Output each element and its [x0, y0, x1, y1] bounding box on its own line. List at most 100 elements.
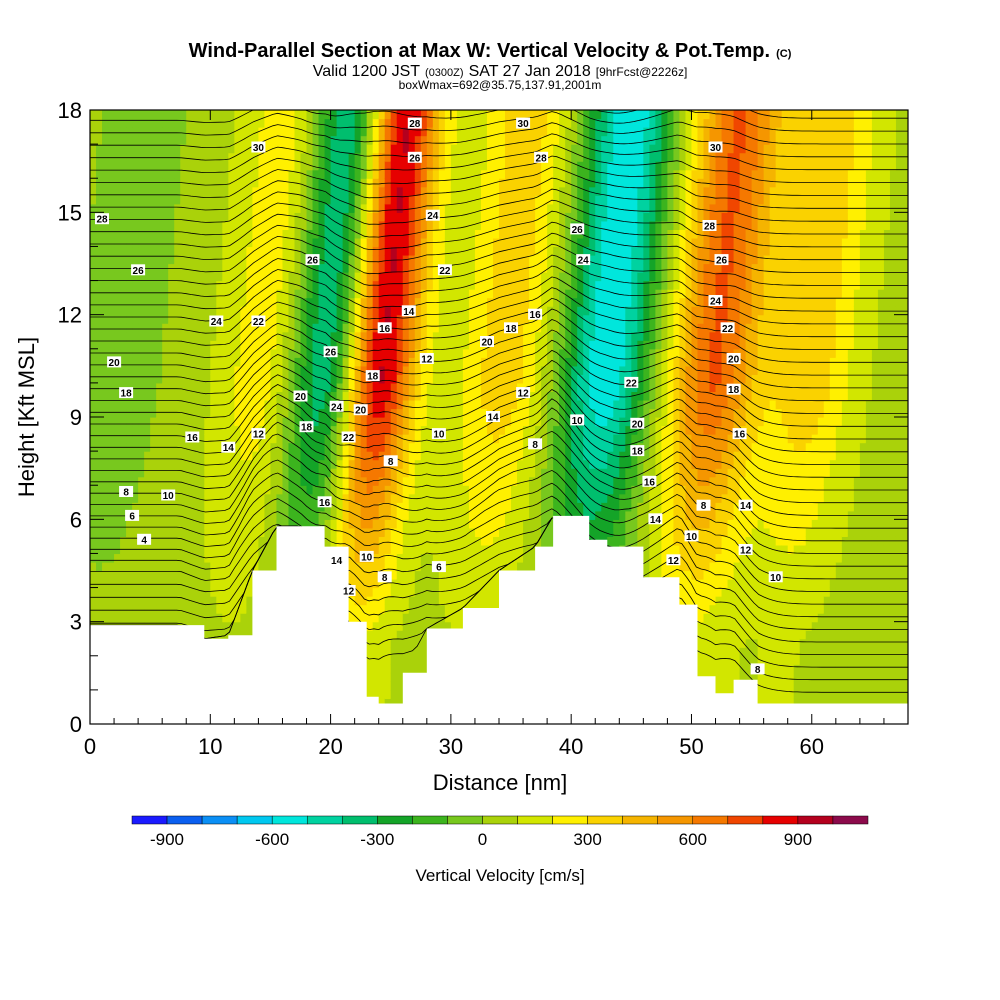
velocity-cell — [384, 493, 392, 503]
velocity-cell — [240, 161, 247, 171]
velocity-cell — [162, 297, 169, 307]
velocity-cell — [408, 280, 416, 290]
velocity-cell — [210, 297, 217, 307]
velocity-cell — [294, 306, 302, 316]
velocity-cell — [306, 161, 314, 171]
velocity-cell — [102, 596, 109, 606]
velocity-cell — [372, 127, 380, 137]
velocity-cell — [378, 604, 386, 614]
velocity-cell — [204, 374, 211, 384]
velocity-cell — [264, 280, 272, 290]
velocity-cell — [144, 502, 151, 512]
velocity-cell — [420, 613, 428, 623]
velocity-cell — [408, 442, 416, 452]
velocity-cell — [174, 220, 181, 230]
velocity-cell — [342, 220, 350, 230]
velocity-cell — [90, 502, 97, 512]
velocity-cell — [228, 425, 235, 435]
velocity-cell — [330, 306, 338, 316]
velocity-cell — [474, 144, 482, 154]
velocity-cell — [360, 544, 368, 555]
velocity-cell — [240, 263, 247, 273]
velocity-cell — [408, 647, 416, 657]
velocity-cell — [480, 468, 488, 478]
velocity-cell — [216, 553, 223, 563]
velocity-cell — [312, 391, 320, 401]
velocity-cell — [198, 476, 205, 486]
velocity-cell — [360, 604, 368, 614]
velocity-cell — [144, 254, 151, 265]
velocity-cell — [348, 476, 356, 486]
velocity-cell — [444, 272, 452, 282]
velocity-cell — [396, 374, 404, 384]
velocity-cell — [246, 144, 253, 154]
velocity-cell — [378, 254, 386, 265]
velocity-cell — [480, 561, 488, 572]
velocity-cell — [114, 468, 121, 478]
velocity-cell — [324, 434, 332, 444]
velocity-cell — [444, 596, 452, 606]
velocity-cell — [378, 434, 386, 444]
velocity-cell — [366, 536, 374, 546]
velocity-cell — [240, 314, 247, 324]
velocity-cell — [354, 391, 362, 401]
velocity-cell — [174, 502, 181, 512]
velocity-cell — [324, 442, 332, 452]
velocity-cell — [258, 365, 266, 375]
velocity-cell — [90, 331, 97, 341]
velocity-cell — [132, 459, 139, 469]
velocity-cell — [468, 596, 476, 606]
velocity-cell — [306, 127, 314, 137]
velocity-cell — [336, 348, 344, 358]
velocity-cell — [420, 246, 428, 256]
velocity-cell — [180, 127, 187, 137]
velocity-cell — [384, 399, 392, 410]
velocity-cell — [108, 587, 115, 597]
velocity-cell — [480, 476, 488, 486]
velocity-cell — [396, 451, 404, 461]
velocity-cell — [366, 630, 374, 640]
velocity-cell — [432, 246, 440, 256]
velocity-cell — [300, 502, 308, 512]
velocity-cell — [318, 374, 326, 384]
velocity-cell — [204, 152, 211, 162]
velocity-cell — [414, 169, 422, 179]
velocity-cell — [270, 127, 278, 137]
velocity-cell — [360, 323, 368, 333]
velocity-cell — [378, 144, 386, 154]
velocity-cell — [294, 186, 302, 196]
velocity-cell — [276, 118, 284, 128]
velocity-cell — [426, 272, 434, 282]
velocity-cell — [234, 161, 241, 171]
velocity-cell — [96, 604, 103, 614]
velocity-cell — [138, 365, 145, 375]
velocity-cell — [180, 485, 187, 495]
velocity-cell — [336, 195, 344, 205]
velocity-cell — [186, 382, 193, 393]
velocity-cell — [360, 229, 368, 239]
velocity-cell — [348, 493, 356, 503]
velocity-cell — [90, 468, 97, 478]
velocity-cell — [126, 493, 133, 503]
velocity-cell — [216, 391, 223, 401]
velocity-cell — [390, 672, 398, 682]
velocity-cell — [396, 297, 404, 307]
velocity-cell — [474, 553, 482, 563]
velocity-cell — [132, 587, 139, 597]
velocity-cell — [444, 254, 452, 265]
velocity-cell — [378, 672, 386, 682]
velocity-cell — [372, 536, 380, 546]
velocity-cell — [480, 272, 488, 282]
velocity-cell — [156, 144, 163, 154]
velocity-cell — [174, 519, 181, 529]
velocity-cell — [138, 417, 145, 427]
velocity-cell — [354, 110, 362, 120]
velocity-cell — [486, 212, 494, 222]
velocity-cell — [456, 331, 464, 341]
velocity-cell — [216, 110, 223, 120]
velocity-cell — [420, 203, 428, 213]
velocity-cell — [372, 323, 380, 333]
velocity-cell — [366, 579, 374, 589]
velocity-cell — [162, 161, 169, 171]
velocity-cell — [396, 621, 404, 631]
